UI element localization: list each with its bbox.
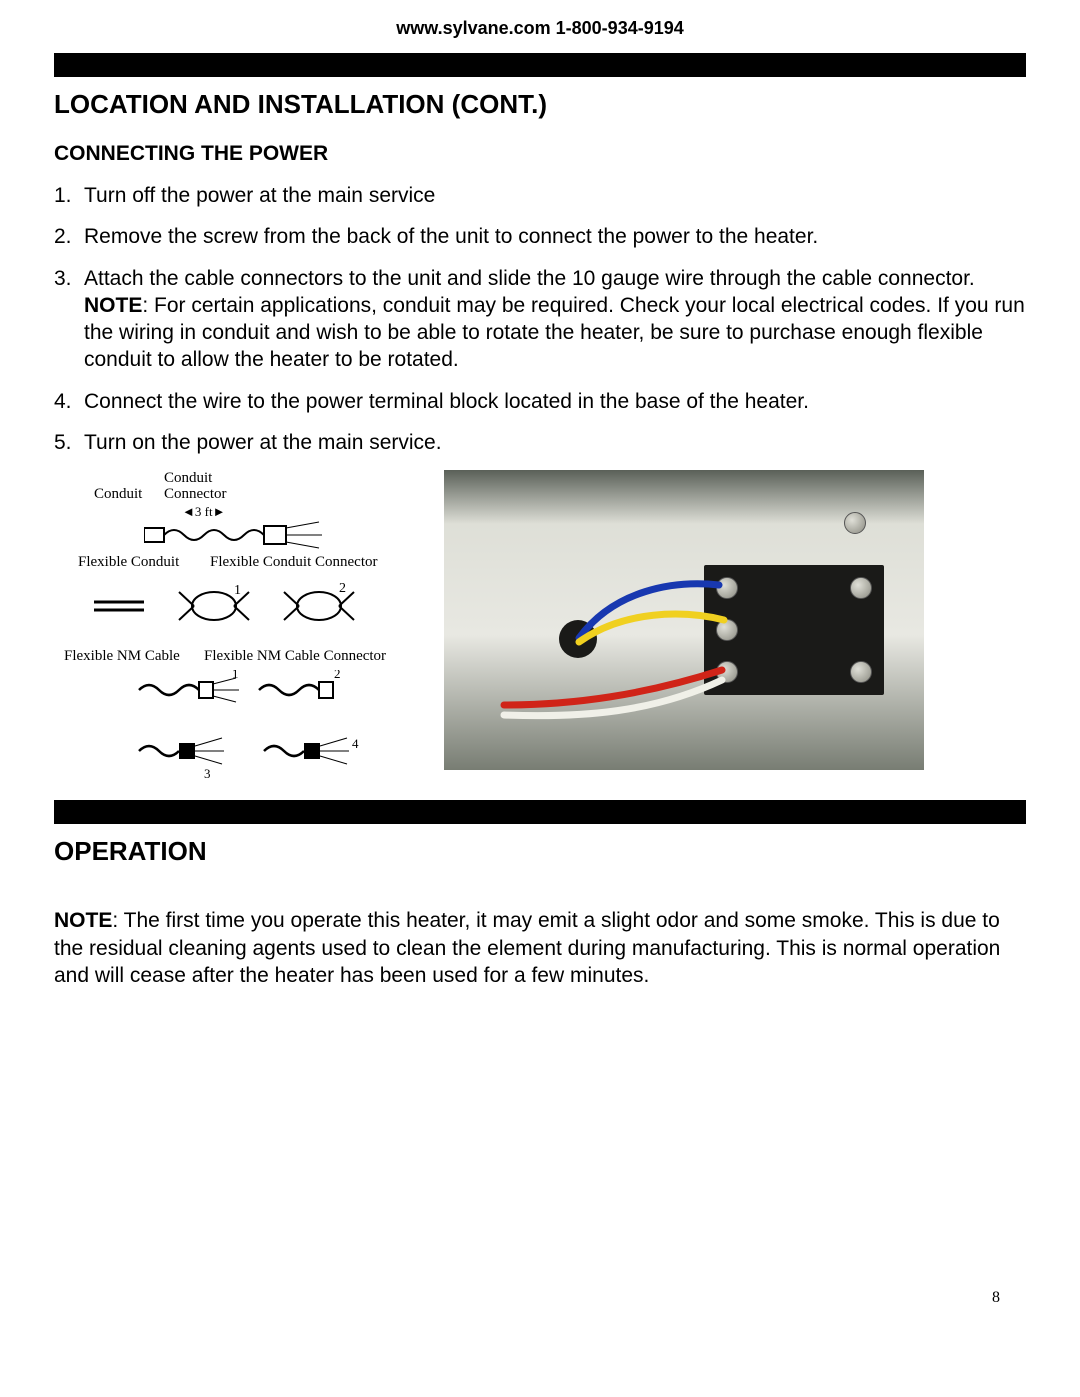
step-number: 4.	[54, 388, 84, 415]
diagram-label-conduit: Conduit	[164, 470, 212, 487]
svg-text:2: 2	[339, 582, 346, 596]
diagram-label-flex-nm: Flexible NM Cable	[64, 648, 180, 665]
diagram-label-flex-conduit-conn: Flexible Conduit Connector	[210, 554, 377, 571]
conduit-sketch-icon	[144, 520, 324, 550]
step-5: 5. Turn on the power at the main service…	[54, 429, 1026, 456]
svg-text:1: 1	[234, 583, 241, 598]
steps-list: 1. Turn off the power at the main servic…	[54, 182, 1026, 456]
diagram-label-flex-nm-conn: Flexible NM Cable Connector	[204, 648, 386, 665]
wiring-photo	[444, 470, 924, 770]
step-number: 5.	[54, 429, 84, 456]
diagram-label-3ft: ◄3 ft►	[182, 504, 225, 520]
cable-sketch-3-icon: 3 4	[134, 726, 374, 786]
step-text-a: Attach the cable connectors to the unit …	[84, 267, 975, 290]
wires-icon	[444, 470, 924, 770]
step-4: 4. Connect the wire to the power termina…	[54, 388, 1026, 415]
step-3: 3. Attach the cable connectors to the un…	[54, 265, 1026, 374]
step-text: Turn on the power at the main service.	[84, 429, 1026, 456]
step-text: Turn off the power at the main service	[84, 182, 1026, 209]
conduit-diagram: Conduit Conduit Connector ◄3 ft► Flexibl…	[54, 470, 414, 790]
step-text: Connect the wire to the power terminal b…	[84, 388, 1026, 415]
divider-bar-2	[54, 800, 1026, 824]
step-text: Remove the screw from the back of the un…	[84, 223, 1026, 250]
divider-bar-1	[54, 53, 1026, 77]
step-number: 2.	[54, 223, 84, 250]
subsection-title-power: CONNECTING THE POWER	[54, 142, 1026, 166]
step-number: 3.	[54, 265, 84, 374]
diagram-label-conduit-word: Conduit	[94, 486, 142, 503]
step-text: Attach the cable connectors to the unit …	[84, 265, 1026, 374]
note-text: : The first time you operate this heater…	[54, 909, 1000, 987]
diagram-label-connector: Connector	[164, 486, 226, 503]
cable-sketch-2-icon: 1 2	[134, 670, 354, 720]
svg-text:1: 1	[232, 670, 239, 681]
cable-sketch-1-icon: 1 2	[94, 582, 374, 632]
section-title-installation: LOCATION AND INSTALLATION (CONT.)	[54, 89, 1026, 120]
step-1: 1. Turn off the power at the main servic…	[54, 182, 1026, 209]
step-text-b: : For certain applications, conduit may …	[84, 294, 1025, 372]
header-text: www.sylvane.com 1-800-934-9194	[0, 0, 1080, 47]
step-2: 2. Remove the screw from the back of the…	[54, 223, 1026, 250]
diagram-label-flex-conduit: Flexible Conduit	[78, 554, 179, 571]
page-number: 8	[992, 1289, 1000, 1307]
note-label: NOTE	[84, 294, 142, 317]
svg-text:4: 4	[352, 736, 359, 751]
step-number: 1.	[54, 182, 84, 209]
operation-note: NOTE: The first time you operate this he…	[54, 907, 1026, 989]
svg-text:3: 3	[204, 766, 211, 781]
figure-row: Conduit Conduit Connector ◄3 ft► Flexibl…	[54, 470, 1026, 790]
note-label: NOTE	[54, 909, 112, 932]
section-title-operation: OPERATION	[54, 836, 1026, 867]
svg-text:2: 2	[334, 670, 341, 681]
